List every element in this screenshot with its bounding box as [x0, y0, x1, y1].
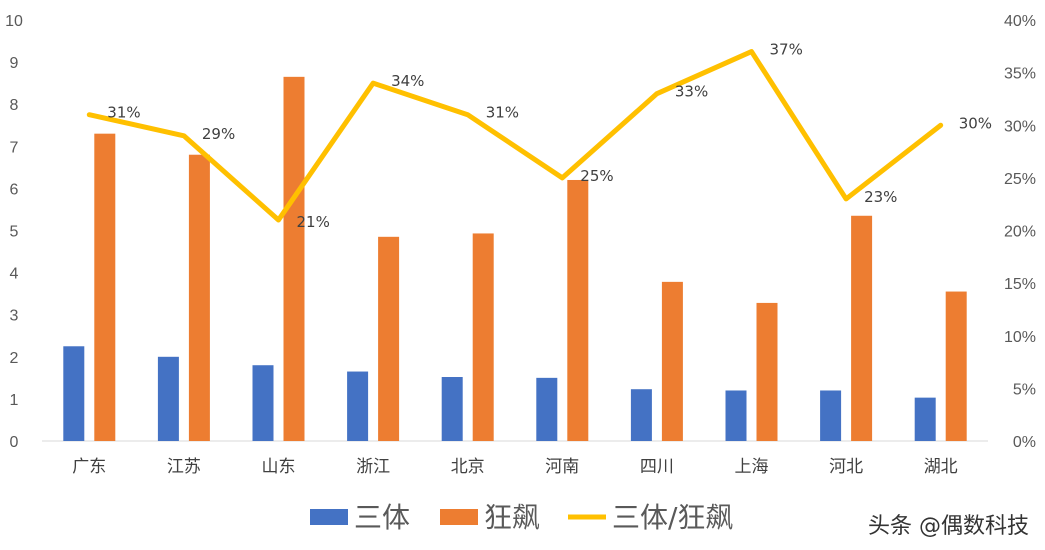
- ratio-data-label: 33%: [675, 83, 708, 101]
- category-labels: 广东 江苏 山东 浙江 北京 河南 四川 上海 河北 湖北: [72, 457, 957, 477]
- legend: 三体 狂飙 三体/狂飙: [310, 501, 733, 534]
- watermark: 头条 @偶数科技: [868, 514, 1029, 539]
- right-tick-label: 20%: [1004, 224, 1036, 241]
- right-tick-label: 10%: [1004, 329, 1036, 346]
- santi-bar: [630, 389, 652, 441]
- category-label: 河北: [829, 457, 863, 477]
- left-tick-label: 1: [10, 392, 19, 409]
- kuangbiao-bar: [188, 154, 210, 441]
- santi-bar: [157, 356, 179, 441]
- right-tick-label: 30%: [1004, 118, 1036, 135]
- left-axis-ticks: 0 1 2 3 4 5 6 7 8 9 10: [5, 13, 23, 451]
- right-axis-ticks: 0% 5% 10% 15% 20% 25% 30% 35% 40%: [1004, 13, 1036, 451]
- kuangbiao-bar: [378, 236, 400, 441]
- ratio-data-label: 29%: [202, 125, 235, 143]
- legend-swatch: [310, 509, 348, 525]
- left-tick-label: 7: [10, 139, 19, 156]
- category-label: 河南: [545, 457, 579, 477]
- left-tick-label: 3: [10, 308, 19, 325]
- kuangbiao-bar: [94, 133, 116, 442]
- right-tick-label: 35%: [1004, 66, 1036, 83]
- ratio-data-label: 37%: [770, 41, 803, 59]
- santi-bar: [536, 377, 558, 441]
- left-tick-label: 9: [10, 55, 19, 72]
- santi-bar: [725, 390, 747, 441]
- left-tick-label: 8: [10, 97, 19, 114]
- ratio-data-label: 21%: [297, 213, 330, 231]
- legend-label: 三体/狂飙: [612, 501, 733, 534]
- legend-label: 三体: [354, 501, 410, 534]
- legend-label: 狂飙: [484, 501, 540, 534]
- category-label: 江苏: [167, 457, 201, 477]
- category-label: 湖北: [924, 457, 958, 477]
- ratio-data-label: 30%: [959, 114, 992, 132]
- kuangbiao-bar: [851, 215, 873, 441]
- right-tick-label: 15%: [1004, 276, 1036, 293]
- right-tick-label: 0%: [1013, 434, 1036, 451]
- ratio-data-label: 31%: [486, 104, 519, 122]
- kuangbiao-bar: [756, 302, 778, 441]
- santi-bar: [820, 390, 842, 441]
- santi-bar: [252, 365, 274, 441]
- legend-swatch: [440, 509, 478, 525]
- kuangbiao-bar: [661, 281, 683, 441]
- category-label: 广东: [72, 457, 106, 477]
- bar-series-group: [63, 76, 967, 442]
- left-tick-label: 6: [10, 181, 19, 198]
- left-tick-label: 2: [10, 350, 19, 367]
- category-label: 浙江: [356, 457, 390, 477]
- category-label: 北京: [451, 457, 485, 477]
- left-tick-label: 0: [10, 434, 19, 451]
- ratio-data-label: 34%: [391, 72, 424, 90]
- left-tick-label: 4: [10, 266, 19, 283]
- kuangbiao-bar: [283, 76, 305, 442]
- santi-bar: [441, 377, 463, 441]
- ratio-data-label: 23%: [864, 188, 897, 206]
- right-tick-label: 5%: [1013, 381, 1036, 398]
- category-label: 四川: [640, 457, 674, 477]
- kuangbiao-bar: [567, 179, 589, 442]
- category-label: 山东: [262, 457, 296, 477]
- kuangbiao-bar: [472, 233, 494, 441]
- left-tick-label: 10: [5, 13, 23, 30]
- ratio-data-label: 31%: [107, 104, 140, 122]
- ratio-data-label: 25%: [580, 167, 613, 185]
- santi-bar: [347, 371, 369, 441]
- santi-bar: [63, 346, 85, 441]
- right-tick-label: 40%: [1004, 13, 1036, 30]
- santi-bar: [914, 397, 936, 441]
- category-label: 上海: [735, 457, 769, 477]
- ratio-line: [86, 49, 944, 223]
- line-series-group: 31% 29% 21% 34% 31% 25% 33% 37% 23% 30%: [86, 41, 992, 231]
- kuangbiao-bar: [945, 291, 967, 441]
- left-tick-label: 5: [10, 224, 19, 241]
- right-tick-label: 25%: [1004, 171, 1036, 188]
